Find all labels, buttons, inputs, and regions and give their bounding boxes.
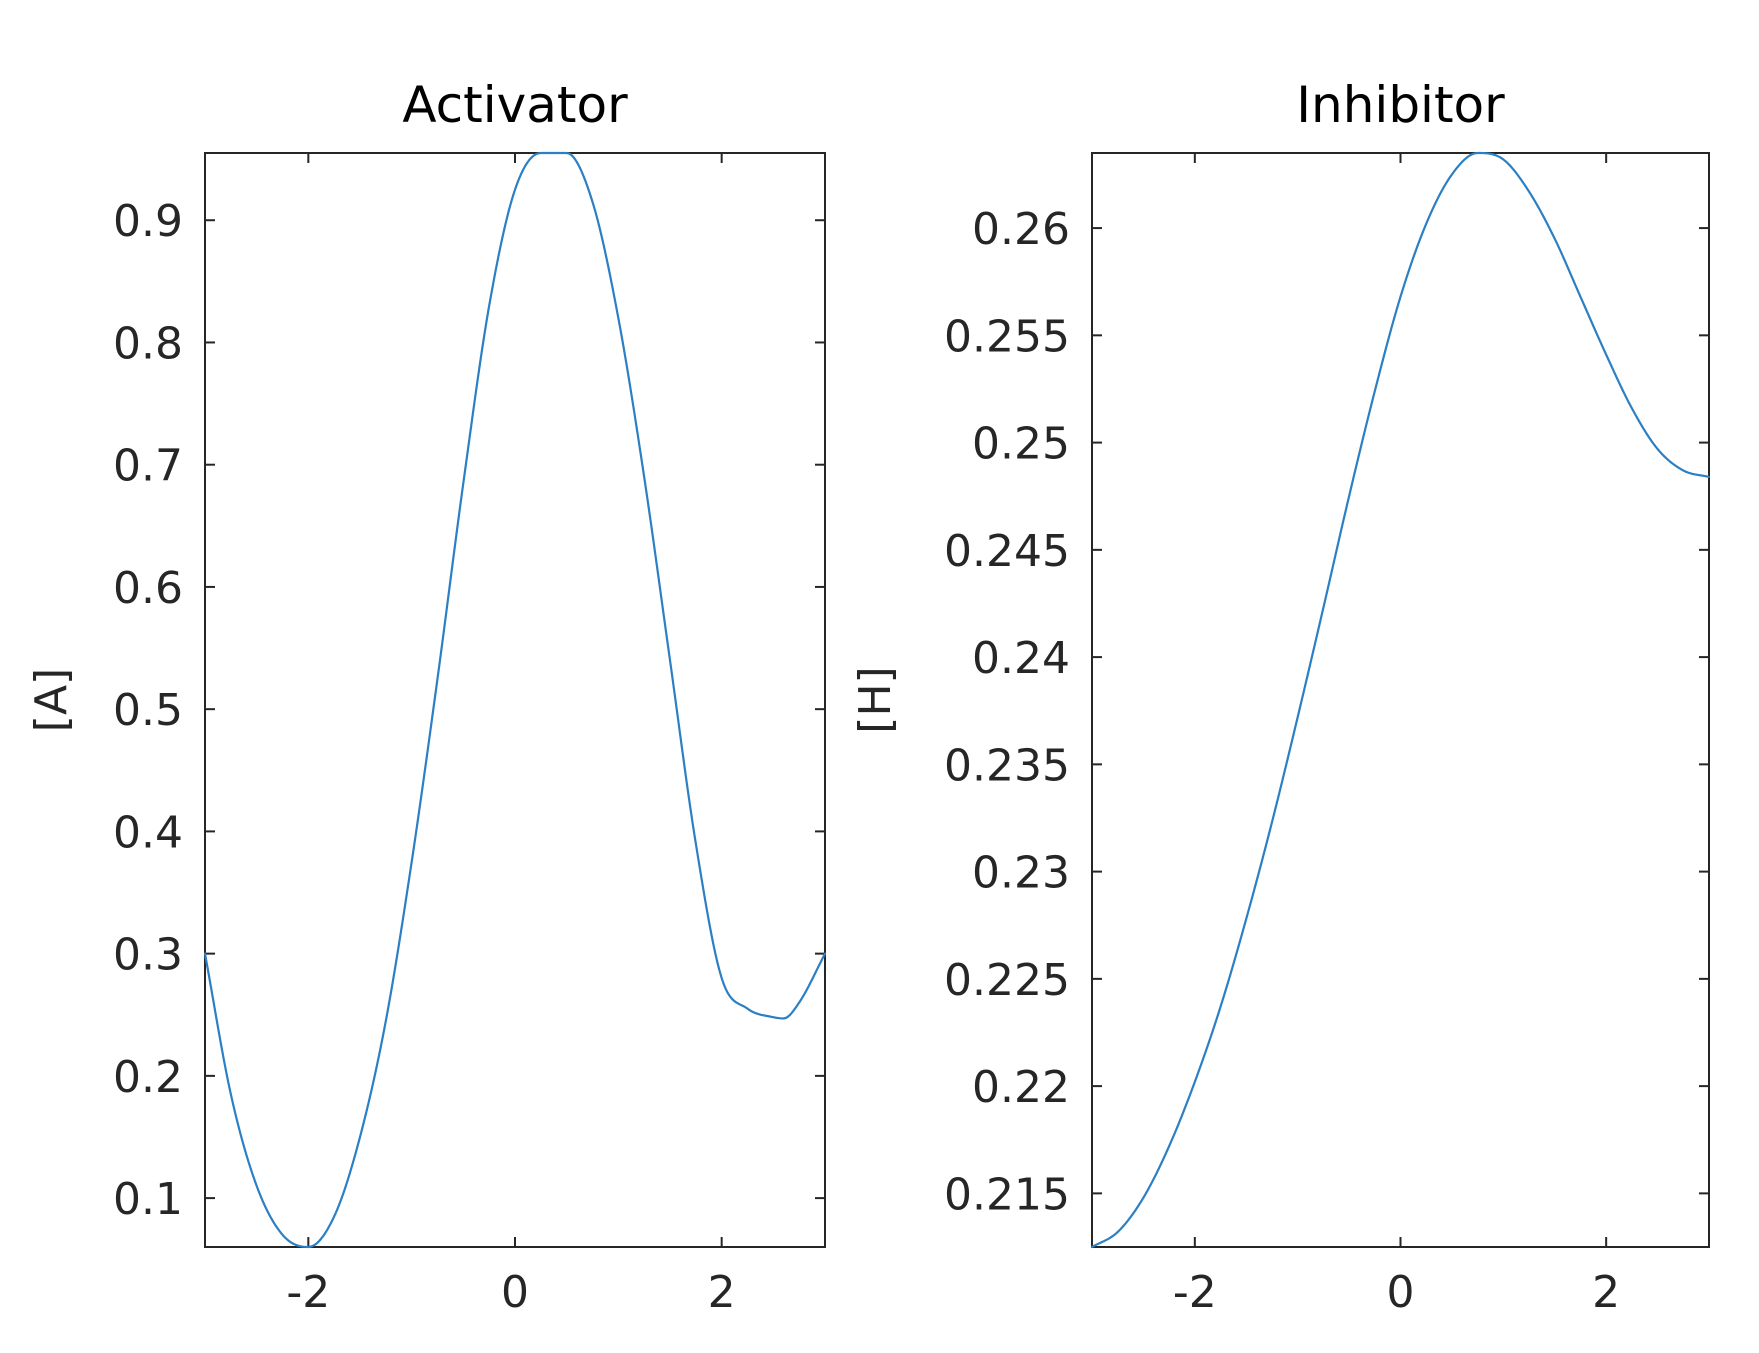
series-line-inhibitor [1090, 151, 1711, 1249]
x-tick-label: 2 [1592, 1267, 1620, 1318]
chart-panel-inhibitor: Inhibitor [H] 0.215 0.22 0.225 0.23 0.235 0.24 0… [850, 76, 1711, 1318]
y-axis-label: [H] [850, 666, 901, 733]
y-tick-label: 0.6 [113, 563, 183, 614]
y-tick-label: 0.9 [113, 196, 183, 247]
y-tick-label: 0.5 [113, 685, 183, 736]
y-tick-label: 0.3 [113, 930, 183, 981]
axes-box [204, 152, 826, 1248]
axes-box [1091, 152, 1710, 1248]
y-tick-label: 0.22 [972, 1062, 1070, 1113]
y-tick-label: 0.26 [972, 204, 1070, 255]
y-tick-label: 0.7 [113, 441, 183, 492]
y-tick-label: 0.235 [944, 740, 1070, 791]
y-tick-label: 0.255 [944, 311, 1070, 362]
series-line-activator [203, 151, 827, 1249]
y-tick-label: 0.23 [972, 848, 1070, 899]
y-tick-label: 0.215 [944, 1169, 1070, 1220]
x-tick-label: 0 [1387, 1267, 1415, 1318]
y-tick-label: 0.4 [113, 807, 183, 858]
x-tick-label: -2 [286, 1267, 330, 1318]
y-tick-label: 0.2 [113, 1052, 183, 1103]
chart-panel-activator: Activator [A] 0.1 0.2 0.3 0.4 0.5 0.6 0.7 0.8 0.9 -… [26, 76, 827, 1318]
y-tick-label: 0.245 [944, 526, 1070, 577]
chart-title: Activator [402, 76, 628, 134]
x-tick-label: 2 [708, 1267, 736, 1318]
y-tick-label: 0.8 [113, 318, 183, 369]
y-tick-label: 0.225 [944, 955, 1070, 1006]
x-tick-label: -2 [1173, 1267, 1217, 1318]
y-tick-label: 0.25 [972, 419, 1070, 470]
chart-title: Inhibitor [1296, 76, 1505, 134]
y-tick-label: 0.1 [113, 1174, 183, 1225]
y-axis-label: [A] [26, 668, 77, 732]
x-tick-label: 0 [501, 1267, 529, 1318]
y-tick-label: 0.24 [972, 633, 1070, 684]
